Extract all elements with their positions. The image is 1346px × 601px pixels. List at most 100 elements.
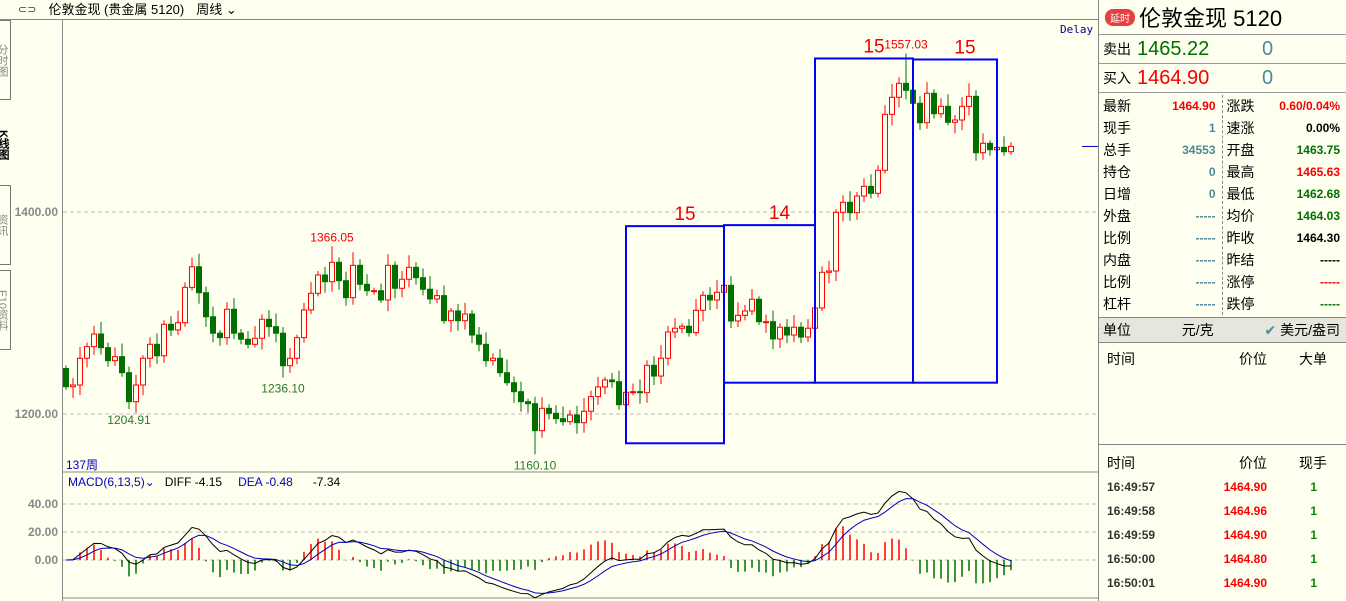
candle-body [504,372,510,384]
tab-kline[interactable]: K线图 [0,110,11,180]
buy-row: 买入 1464.90 0 [1099,63,1346,92]
candle-body [392,264,398,289]
candle-body [63,368,69,388]
candle-body [350,264,356,299]
candle-body [980,142,986,154]
unit-option-ounce[interactable]: ✔ 美元/盎司 [1264,322,1340,338]
candle-body [336,261,342,282]
candle-body [658,357,664,377]
candle-body [826,270,832,273]
bar-count-label: 137周 [66,458,99,472]
candle-body [119,356,125,374]
chart-title-bar: ⊂⊃ 伦敦金现 (贵金属 5120) 周线 ⌄ [0,0,1098,20]
candle-body [294,337,300,359]
sell-row: 卖出 1465.22 0 [1099,34,1346,63]
candle-body [959,105,965,121]
candle-body [882,113,888,171]
candle-body [854,195,860,214]
candle-body [287,357,293,367]
candle-body [322,274,328,283]
candle-body [315,274,321,294]
candle-body [518,391,524,403]
quote-stat: 开盘 1463.75 [1226,142,1341,158]
candle-body [665,331,671,359]
candle-body [777,326,783,340]
candle-body [553,412,559,420]
quote-stat: 内盘 ----- [1103,252,1216,268]
candle-body [938,105,944,115]
candle-body [413,266,419,279]
sell-qty: 0 [1262,37,1274,60]
candle-body [1001,146,1007,153]
delay-label: Delay [1060,23,1094,36]
candle-body [987,142,993,151]
tab-news[interactable]: 资讯 [0,185,11,265]
quote-panel: 延时 伦敦金现 5120 卖出 1465.22 0 买入 1464.90 0 最新 1464… [1098,0,1346,601]
candle-body [490,357,496,362]
extreme-price-label: 1366.05 [310,230,354,244]
candle-body [798,326,804,338]
candle-body [434,295,440,300]
candle-body [203,292,209,318]
candle-body [182,286,188,324]
sell-price: 1465.22 [1137,37,1210,60]
macd-value: -7.34 [312,475,341,489]
buy-price: 1464.90 [1137,66,1210,89]
candle-body [588,396,594,412]
candle-body [945,105,951,123]
candle-body [266,318,272,328]
candle-body [91,333,97,348]
big-orders-section: 时间 价位 大单 [1099,343,1346,445]
tick-row: 16:49:58 1464.96 1 [1107,504,1317,518]
quote-stat: 最新 1464.90 [1103,98,1216,114]
instrument-title: 伦敦金现 (贵金属 5120) [48,2,185,17]
bar-count-label: 15 [863,36,884,57]
candle-body [420,277,426,290]
candle-body [483,343,489,362]
candle-body [672,327,678,333]
candle-body [497,357,503,374]
candle-body [154,343,160,357]
candle-body [742,310,748,316]
candle-body [847,201,853,214]
tab-f10[interactable]: F10资料 [0,270,11,350]
candle-body [231,308,237,334]
quote-stat: 涨停 ----- [1226,274,1341,290]
candle-body [511,382,517,393]
candle-body [931,92,937,115]
candle-body [1008,145,1014,153]
diff-line [65,490,1012,599]
candle-body [476,334,482,345]
candle-body [924,92,930,124]
chevron-down-icon: ⌄ [144,475,155,489]
period-selector[interactable]: 周线 ⌄ [196,2,237,17]
candle-body [98,333,104,349]
tab-timeshare[interactable]: 分时图 [0,20,11,100]
candle-body [196,266,202,294]
tick-list: 16:49:57 1464.90 1 16:49:58 1464.96 1 16:49:59… [1099,475,1346,595]
unit-option-gram[interactable]: 元/克 [1181,322,1214,338]
quote-stat: 涨跌 0.60/0.04% [1226,98,1341,114]
candle-body [210,316,216,334]
tick-row: 16:49:57 1464.90 1 [1107,480,1317,494]
macd-indicator-selector[interactable]: MACD(6,13,5)⌄ [68,475,155,489]
candle-body [581,410,587,424]
link-icon[interactable]: ⊂⊃ [18,4,37,16]
candle-body [770,321,776,340]
quote-stat: 杠杆 ----- [1103,296,1216,312]
candle-body [462,313,468,322]
candle-body [952,119,958,123]
candle-body [693,309,699,334]
candle-body [399,278,405,289]
candle-body [819,271,825,309]
candle-body [875,169,881,194]
quote-stat: 最高 1465.63 [1226,164,1341,180]
candle-body [539,407,545,432]
candle-body [245,338,251,345]
candle-body [728,284,734,322]
candle-body [546,407,552,414]
candle-body [343,280,349,299]
candle-body [455,310,461,322]
extreme-price-label: 1204.91 [107,413,151,427]
